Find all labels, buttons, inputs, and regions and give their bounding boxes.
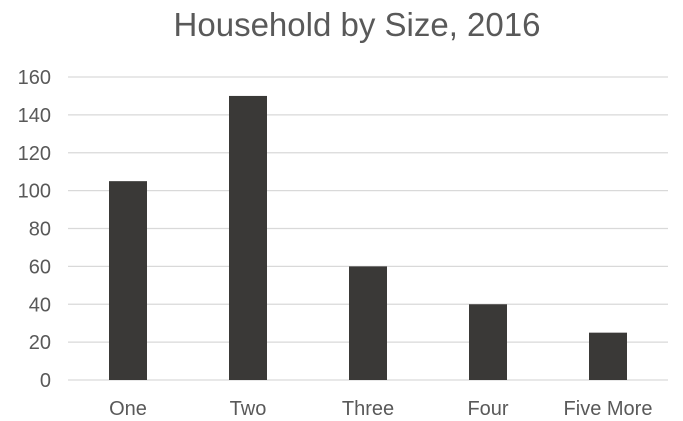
chart-title: Household by Size, 2016 [174, 6, 541, 43]
x-tick-label: Three [342, 398, 394, 420]
y-tick-label: 20 [29, 332, 51, 354]
gridlines [68, 76, 668, 381]
y-tick-label: 0 [40, 370, 51, 392]
x-tick-label: Five More [564, 398, 653, 420]
bar [229, 95, 267, 380]
x-tick-label: One [109, 398, 147, 420]
y-axis-tick-labels: 0 20 40 60 80 100 120 140 160 [18, 67, 51, 392]
y-tick-label: 120 [18, 143, 51, 165]
bar [469, 304, 507, 380]
y-tick-label: 140 [18, 105, 51, 127]
bar [349, 266, 387, 380]
y-tick-label: 100 [18, 181, 51, 203]
bar [589, 332, 627, 380]
bar [109, 181, 147, 380]
bars [109, 95, 627, 380]
y-tick-label: 60 [29, 256, 51, 278]
y-tick-label: 160 [18, 67, 51, 89]
y-tick-label: 80 [29, 219, 51, 241]
x-axis-tick-labels: One Two Three Four Five More [109, 398, 652, 420]
y-tick-label: 40 [29, 294, 51, 316]
x-tick-label: Four [467, 398, 508, 420]
x-tick-label: Two [230, 398, 267, 420]
